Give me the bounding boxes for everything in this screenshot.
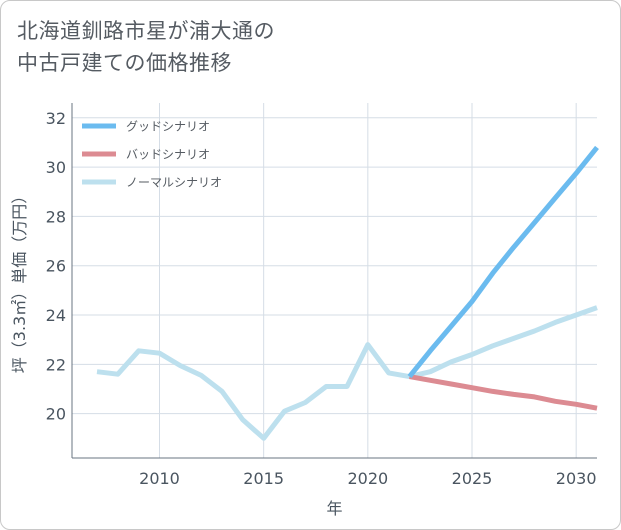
x-tick-label: 2025 [452,469,493,488]
x-tick-label: 2010 [139,469,180,488]
y-tick-label: 28 [46,207,66,226]
chart-title-line-1: 北海道釧路市星が浦大通の [17,19,275,43]
x-tick-label: 2030 [556,469,597,488]
chart-title-line-2: 中古戸建ての価格推移 [17,51,232,75]
x-tick-label: 2020 [347,469,388,488]
grid-lines [72,103,597,458]
tick-labels: 2010 2015 2020 2025 2030 20 22 24 26 28 30 32 [46,109,597,488]
series-line-2 [96,305,598,441]
y-tick-label: 22 [46,355,66,374]
chart-title: 北海道釧路市星が浦大通の 中古戸建ての価格推移 [17,15,607,79]
series-line-1 [409,374,598,411]
y-tick-label: 24 [46,306,66,325]
y-tick-label: 30 [46,158,66,177]
legend-label: グッドシナリオ [126,120,210,134]
series-lines [96,145,599,441]
y-axis-title: 坪（3.3㎡）単価（万円） [10,188,29,373]
series-line-0 [407,145,599,379]
y-tick-label: 32 [46,109,66,128]
y-tick-label: 20 [46,405,66,424]
axes [71,103,597,459]
legend-label: バッドシナリオ [126,148,210,162]
x-axis-title: 年 [326,499,342,518]
y-tick-label: 26 [46,257,66,276]
x-tick-label: 2015 [243,469,284,488]
legend-label: ノーマルシナリオ [126,176,222,190]
